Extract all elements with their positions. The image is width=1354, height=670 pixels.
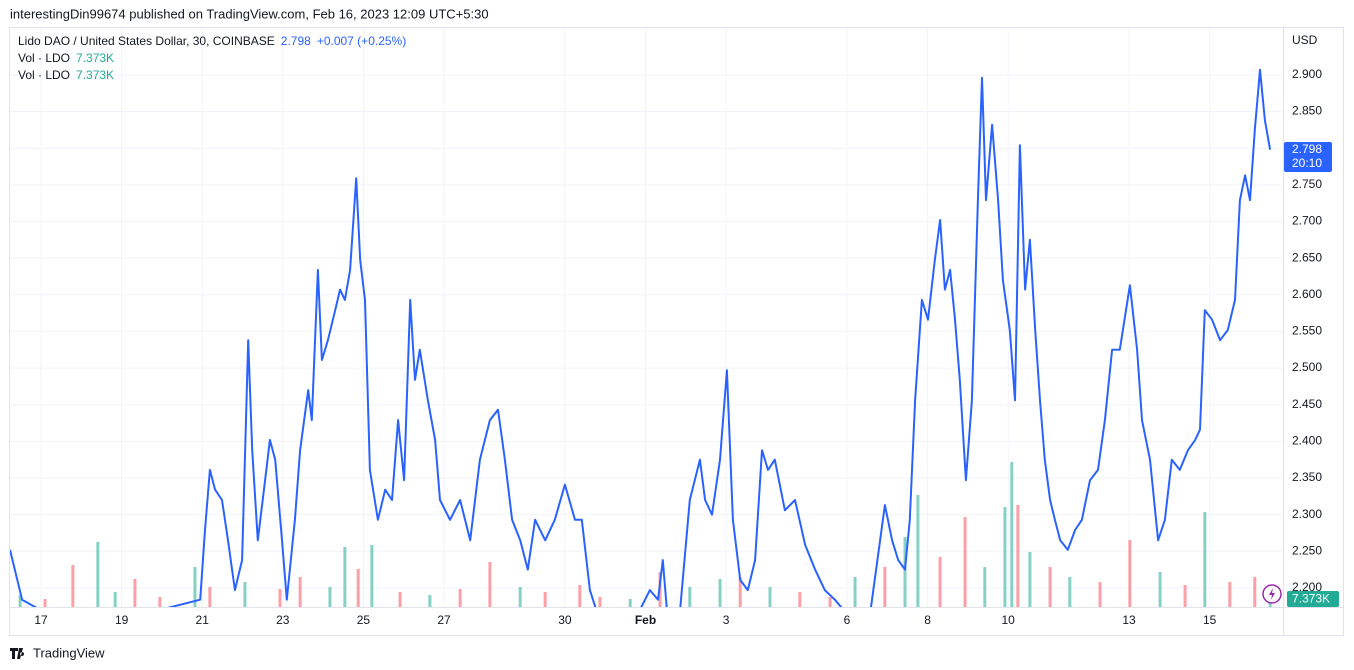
volume-bar [18,595,22,607]
volume-bar [628,599,632,607]
volume-bar [370,545,374,607]
x-tick-label: 23 [276,613,290,627]
brand: TradingView [33,645,105,660]
volume-bar [1158,572,1162,607]
volume-bar [1010,462,1014,607]
price-badge [1284,142,1332,172]
volume-bar [688,587,692,607]
y-tick-label: 2.650 [1292,250,1322,264]
volume-bar [916,495,920,607]
volume-bar [1183,585,1187,607]
x-tick-label: 10 [1001,613,1015,627]
x-tick-label: 15 [1203,613,1217,627]
x-tick-label: 30 [558,613,572,627]
legend-volume: Vol · LDO 7.373K [18,51,114,65]
volume-bar [71,565,75,607]
legend-symbol: Lido DAO / United States Dollar, 30, COI… [18,34,406,48]
y-tick-label: 2.200 [1292,580,1322,594]
volume-bar [1098,582,1102,607]
y-tick-label: 2.250 [1292,543,1322,557]
volume-bar [298,577,302,607]
volume-bar [356,569,360,607]
volume-bar [1068,577,1072,607]
chart-frame [9,27,1344,636]
y-tick-label: 2.850 [1292,104,1322,118]
volume-bar [938,557,942,607]
volume-bar [488,562,492,607]
alert-icon-bolt [1269,588,1275,600]
currency: USD [1292,33,1318,47]
volume-bar [243,582,247,607]
y-tick-label: 2.400 [1292,434,1322,448]
x-tick-label: 25 [357,613,371,627]
volume-bar [96,542,100,607]
x-tick-label: Feb [635,613,656,627]
price-badge-countdown: 20:10 [1292,156,1322,170]
y-tick-label: 2.500 [1292,360,1322,374]
volume-bar [768,587,772,607]
volume-bar [328,587,332,607]
volume-bar [343,547,347,607]
volume-bar [963,517,967,607]
volume-bar [1003,507,1007,607]
published-line: interestingDin99674 published on Trading… [10,6,489,21]
y-tick-label: 2.750 [1292,177,1322,191]
volume-bar [208,587,212,607]
volume-bar [1028,552,1032,607]
y-tick-label: 2.550 [1292,324,1322,338]
volume-bar [428,595,432,607]
volume-bar [598,597,602,607]
logo [10,648,25,659]
x-tick-label: 8 [924,613,931,627]
volume-bar [518,587,522,607]
volume-bar [903,537,907,607]
volume-bar [158,597,162,607]
volume-bar [1253,577,1257,607]
y-tick-label: 2.900 [1292,67,1322,81]
volume-bar [1128,540,1132,607]
volume-badge-value: 7.373K [1292,592,1330,606]
y-tick-label: 2.600 [1292,287,1322,301]
grid [10,28,1283,607]
volume-bar [458,589,462,607]
volume-bar [398,592,402,607]
price-line [10,68,1272,607]
x-tick-label: 17 [34,613,48,627]
volume-bar [1016,505,1020,607]
volume-bar [1203,512,1207,607]
volume-bar [543,592,547,607]
volume-bar [578,585,582,607]
volume-bar [798,592,802,607]
volume-bar [1228,582,1232,607]
volume-bar [113,592,117,607]
x-tick-label: 19 [115,613,129,627]
y-tick-label: 2.300 [1292,507,1322,521]
volume-bar [133,579,137,607]
legend-volume: Vol · LDO 7.373K [18,68,114,82]
x-tick-label: 27 [437,613,451,627]
volume-badge [1287,591,1339,607]
price [10,68,1272,607]
x-tick-label: 21 [196,613,210,627]
volume-bar [983,567,987,607]
volume-bar [853,577,857,607]
x-tick-label: 3 [723,613,730,627]
volume-bar [43,599,47,607]
price-badge-value: 2.798 [1292,142,1322,156]
volume-bar [193,567,197,607]
x-tick-label: 6 [844,613,851,627]
volume-bar [828,597,832,607]
volume-bar [278,589,282,607]
volume-bar [738,577,742,607]
y-tick-label: 2.350 [1292,470,1322,484]
volume-bar [883,567,887,607]
y-tick-label: 2.450 [1292,397,1322,411]
volume-bar [1048,567,1052,607]
volume-bar [718,579,722,607]
y-tick-label: 2.700 [1292,214,1322,228]
x-tick-label: 13 [1122,613,1136,627]
